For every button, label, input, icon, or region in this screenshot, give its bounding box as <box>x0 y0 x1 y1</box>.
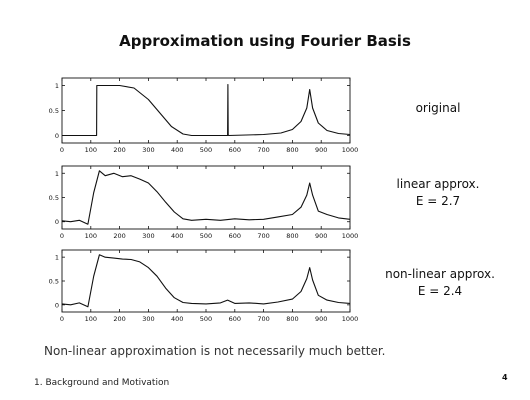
x-tick-label: 300 <box>142 232 154 240</box>
y-tick-label: 0 <box>55 132 59 140</box>
y-tick-label: 1 <box>55 170 59 178</box>
x-tick-label: 800 <box>286 315 298 323</box>
series-line <box>62 83 351 137</box>
label-nonlinear-line-2: E = 2.4 <box>417 284 463 298</box>
x-tick-label: 700 <box>257 232 269 240</box>
x-tick-label: 100 <box>85 232 97 240</box>
page-number: 4 <box>502 373 508 382</box>
x-tick-label: 700 <box>257 146 269 154</box>
x-tick-label: 300 <box>142 146 154 154</box>
y-tick-label: 1 <box>55 254 59 262</box>
x-tick-label: 300 <box>142 315 154 323</box>
label-linear-line-2: E = 2.7 <box>415 194 461 208</box>
x-tick-label: 800 <box>286 232 298 240</box>
y-tick-label: 0.5 <box>49 194 59 202</box>
chart-linear-approx: 0 100 200 300 400 500 600 700 800 900 1000 0 0.5 1 <box>49 165 359 240</box>
x-tick-label: 1000 <box>342 146 359 154</box>
x-tick-label: 1000 <box>342 315 359 323</box>
label-original-line-1: original <box>415 101 461 115</box>
x-tick-label: 800 <box>286 146 298 154</box>
x-tick-label: 0 <box>60 146 64 154</box>
y-tick-label: 0 <box>55 218 59 226</box>
chart-original: 0 100 200 300 400 500 600 700 800 900 1000 0 0.5 1 <box>49 77 359 154</box>
x-tick-label: 900 <box>315 232 327 240</box>
x-tick-label: 600 <box>229 315 241 323</box>
y-tick-label: 0.5 <box>49 107 59 115</box>
axes-frame <box>61 249 351 313</box>
x-tick-label: 200 <box>113 315 125 323</box>
x-tick-label: 1000 <box>342 232 359 240</box>
series-line <box>61 254 351 308</box>
axes-frame <box>61 77 351 144</box>
x-tick-label: 400 <box>171 146 183 154</box>
x-tick-label: 0 <box>60 232 64 240</box>
footer-section: 1. Background and Motivation <box>34 378 170 388</box>
x-tick-label: 100 <box>85 315 97 323</box>
chart-nonlinear-approx: 0 100 200 300 400 500 600 700 800 900 1000 0 0.5 1 <box>49 249 359 323</box>
x-tick-label: 400 <box>171 232 183 240</box>
x-tick-label: 200 <box>113 146 125 154</box>
label-linear-line-1: linear approx. <box>396 177 480 191</box>
y-tick-label: 0.5 <box>49 278 59 286</box>
x-tick-label: 500 <box>200 232 212 240</box>
x-tick-label: 900 <box>315 146 327 154</box>
x-tick-label: 0 <box>60 315 64 323</box>
x-tick-label: 500 <box>200 146 212 154</box>
label-linear-approx: linear approx. E = 2.7 <box>378 176 498 210</box>
x-tick-label: 700 <box>257 315 269 323</box>
label-nonlinear-line-1: non-linear approx. <box>385 267 495 281</box>
x-tick-label: 600 <box>229 232 241 240</box>
x-tick-label: 200 <box>113 232 125 240</box>
y-tick-label: 1 <box>55 82 59 90</box>
label-original: original <box>378 100 498 117</box>
x-tick-label: 900 <box>315 315 327 323</box>
label-nonlinear-approx: non-linear approx. E = 2.4 <box>372 266 508 300</box>
slide-caption: Non-linear approximation is not necessar… <box>44 344 386 358</box>
x-tick-label: 100 <box>85 146 97 154</box>
x-tick-label: 500 <box>200 315 212 323</box>
slide-title: Approximation using Fourier Basis <box>119 32 411 50</box>
y-tick-label: 0 <box>55 301 59 309</box>
series-line <box>61 170 351 225</box>
x-tick-label: 600 <box>229 146 241 154</box>
x-tick-label: 400 <box>171 315 183 323</box>
